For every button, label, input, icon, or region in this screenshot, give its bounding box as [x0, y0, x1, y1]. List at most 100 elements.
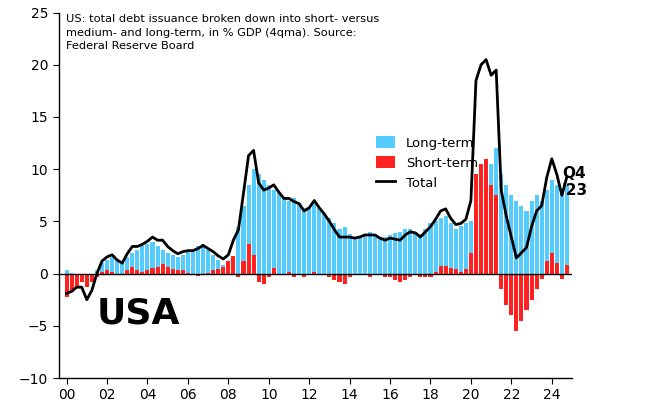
Bar	[307, 208, 311, 273]
Bar	[282, 197, 286, 273]
Bar	[510, 273, 514, 315]
Bar	[226, 261, 230, 273]
Bar	[398, 232, 402, 273]
Bar	[130, 268, 135, 273]
Bar	[469, 221, 473, 273]
Bar	[343, 273, 346, 284]
Bar	[565, 185, 569, 273]
Total	[563, 174, 571, 179]
Bar	[312, 202, 317, 273]
Bar	[545, 261, 549, 273]
Bar	[519, 206, 523, 273]
Bar	[550, 253, 554, 273]
Bar	[388, 273, 392, 277]
Bar	[464, 269, 468, 273]
Bar	[287, 200, 291, 273]
Bar	[140, 247, 144, 273]
Bar	[196, 247, 200, 273]
Bar	[266, 273, 271, 277]
Bar	[419, 273, 422, 277]
Line: Total: Total	[66, 60, 567, 300]
Bar	[353, 237, 357, 273]
Total	[83, 297, 91, 302]
Bar	[191, 249, 195, 273]
Bar	[428, 273, 432, 277]
Bar	[226, 268, 230, 273]
Bar	[358, 237, 362, 273]
Bar	[302, 208, 306, 273]
Bar	[348, 273, 352, 277]
Bar	[80, 273, 84, 279]
Bar	[272, 268, 276, 273]
Bar	[90, 273, 94, 282]
Bar	[115, 273, 119, 275]
Bar	[95, 273, 99, 277]
Bar	[454, 269, 458, 273]
Bar	[540, 273, 543, 279]
Bar	[408, 273, 412, 277]
Total	[366, 232, 374, 237]
Text: US: total debt issuance broken down into short- versus
medium- and long-term, in: US: total debt issuance broken down into…	[66, 14, 380, 51]
Bar	[393, 273, 397, 280]
Bar	[343, 227, 346, 273]
Bar	[368, 232, 372, 273]
Bar	[504, 185, 508, 273]
Bar	[201, 273, 205, 275]
Bar	[454, 229, 458, 273]
Bar	[540, 200, 543, 273]
Bar	[211, 270, 215, 273]
Total	[326, 219, 333, 224]
Bar	[408, 229, 412, 273]
Bar	[241, 261, 246, 273]
Bar	[90, 273, 94, 282]
Bar	[332, 223, 337, 273]
Bar	[277, 192, 281, 273]
Bar	[211, 255, 215, 273]
Bar	[105, 270, 109, 273]
Bar	[479, 174, 483, 273]
Bar	[176, 257, 180, 273]
Bar	[120, 263, 124, 273]
Bar	[221, 268, 226, 273]
Bar	[317, 208, 321, 273]
Bar	[262, 273, 266, 284]
Bar	[155, 268, 160, 273]
Bar	[110, 257, 114, 273]
Bar	[353, 273, 357, 275]
Bar	[332, 273, 337, 280]
Bar	[439, 218, 443, 273]
Bar	[444, 266, 448, 273]
Bar	[413, 273, 417, 275]
Bar	[140, 271, 144, 273]
Legend: Long-term, Short-term, Total: Long-term, Short-term, Total	[376, 136, 478, 189]
Bar	[545, 190, 549, 273]
Bar	[368, 273, 372, 277]
Bar	[565, 265, 569, 273]
Bar	[383, 273, 387, 277]
Bar	[105, 260, 109, 273]
Bar	[514, 200, 519, 273]
Bar	[95, 270, 99, 273]
Total	[184, 248, 192, 253]
Bar	[328, 273, 332, 277]
Total	[533, 208, 541, 213]
Bar	[448, 268, 452, 273]
Bar	[84, 273, 89, 286]
Bar	[494, 148, 498, 273]
Bar	[115, 259, 119, 273]
Bar	[161, 249, 164, 273]
Bar	[196, 273, 200, 276]
Bar	[171, 255, 175, 273]
Bar	[312, 271, 317, 273]
Bar	[84, 273, 89, 287]
Bar	[494, 195, 498, 273]
Bar	[151, 242, 155, 273]
Bar	[530, 200, 534, 273]
Bar	[474, 180, 478, 273]
Bar	[328, 218, 332, 273]
Total	[164, 244, 172, 249]
Bar	[413, 232, 417, 273]
Bar	[100, 263, 104, 273]
Bar	[525, 273, 528, 310]
Bar	[393, 233, 397, 273]
